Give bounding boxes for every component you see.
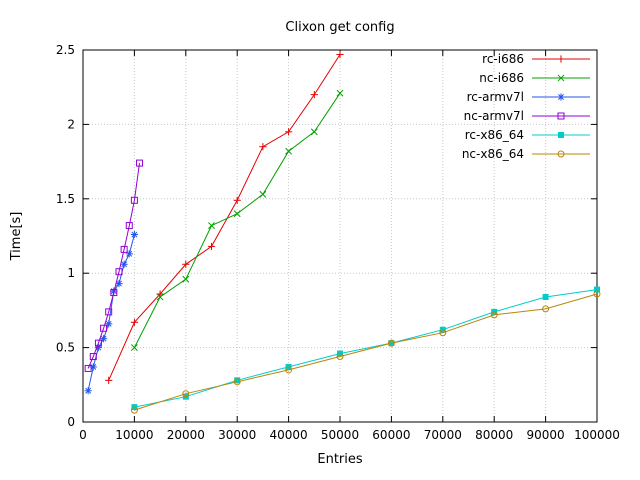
- legend-label: rc-armv7l: [467, 90, 524, 104]
- y-tick-label: 0.5: [56, 341, 75, 355]
- legend-label: nc-i686: [479, 71, 524, 85]
- x-tick-label: 60000: [372, 428, 410, 442]
- data-point-marker: [100, 324, 108, 332]
- legend-item-nc-x86_64: nc-x86_64: [462, 147, 590, 161]
- data-point-marker: [593, 290, 601, 298]
- series-rc-x86_64: [131, 286, 600, 411]
- x-tick-label: 100000: [574, 428, 620, 442]
- data-point-marker: [285, 147, 293, 155]
- series-line: [134, 289, 598, 408]
- data-point-marker: [130, 196, 138, 204]
- data-point-marker: [557, 150, 565, 158]
- data-point-marker: [557, 112, 565, 120]
- legend-label: nc-armv7l: [464, 109, 524, 123]
- series-nc-armv7l: [84, 159, 144, 372]
- data-point-marker: [336, 353, 344, 361]
- data-point-marker: [557, 93, 565, 101]
- y-tick-label: 1.5: [56, 192, 75, 206]
- data-point-marker: [233, 196, 241, 204]
- series-rc-i686: [105, 50, 344, 384]
- data-point-marker: [310, 128, 318, 136]
- y-tick-label: 2.5: [56, 43, 75, 57]
- legend-item-nc-i686: nc-i686: [479, 71, 590, 85]
- data-point-marker: [115, 280, 123, 288]
- data-point-marker: [285, 366, 293, 374]
- data-point-marker: [594, 286, 600, 293]
- series-line: [134, 293, 598, 411]
- grid-lines: [82, 49, 598, 423]
- data-point-marker: [105, 376, 113, 384]
- data-point-marker: [130, 406, 138, 414]
- data-point-marker: [336, 50, 344, 59]
- x-axis-label: Entries: [317, 452, 363, 467]
- data-point-marker: [120, 245, 128, 253]
- x-tick-label: 30000: [218, 428, 256, 442]
- data-point-marker: [336, 89, 344, 97]
- series-line: [108, 54, 341, 381]
- x-tick-label: 0: [79, 428, 87, 442]
- legend-label: rc-i686: [482, 52, 524, 66]
- data-point-marker: [490, 311, 498, 319]
- data-point-marker: [310, 91, 318, 99]
- data-point-marker: [89, 353, 97, 361]
- y-tick-label: 0: [67, 415, 75, 429]
- data-point-marker: [285, 128, 293, 136]
- data-point-marker: [84, 387, 92, 395]
- data-point-marker: [182, 275, 190, 283]
- data-point-marker: [94, 339, 102, 347]
- data-point-marker: [558, 132, 564, 138]
- data-point-marker: [233, 210, 241, 218]
- y-tick-label: 1: [67, 266, 75, 280]
- series-line: [87, 163, 140, 369]
- legend-item-rc-i686: rc-i686: [482, 52, 590, 66]
- data-point-marker: [136, 159, 144, 167]
- x-tick-label: 90000: [527, 428, 565, 442]
- data-point-marker: [182, 390, 190, 398]
- data-point-marker: [105, 308, 113, 316]
- data-point-marker: [259, 143, 267, 151]
- x-tick-label: 10000: [115, 428, 153, 442]
- data-point-marker: [115, 268, 123, 276]
- data-point-marker: [557, 55, 565, 63]
- data-point-marker: [120, 260, 128, 268]
- x-tick-label: 50000: [321, 428, 359, 442]
- tick-labels: 0 10000 20000 30000 40000 50000 60000 70000 8000…: [56, 43, 620, 442]
- data-point-marker: [439, 329, 447, 337]
- data-point-marker: [84, 364, 92, 372]
- data-point-marker: [259, 190, 267, 198]
- data-point-marker: [542, 294, 549, 301]
- series-nc-x86_64: [130, 290, 601, 414]
- data-point-marker: [182, 260, 190, 268]
- data-point-marker: [387, 339, 395, 347]
- data-point-marker: [110, 289, 118, 297]
- data-point-marker: [125, 222, 133, 230]
- data-point-marker: [234, 377, 241, 384]
- data-point-marker: [130, 318, 138, 326]
- legend-item-rc-x86_64: rc-x86_64: [465, 128, 590, 142]
- x-tick-label: 40000: [270, 428, 308, 442]
- legend-label: rc-x86_64: [465, 128, 524, 142]
- data-point-marker: [557, 74, 565, 82]
- data-point-marker: [130, 230, 138, 239]
- legend-item-rc-armv7l: rc-armv7l: [467, 90, 590, 104]
- data-point-marker: [94, 344, 103, 352]
- legend: rc-i686 nc-i686 rc-armv7l nc-armv7l rc-x86_6…: [462, 52, 590, 161]
- data-point-marker: [156, 293, 164, 301]
- data-point-marker: [207, 242, 216, 251]
- data-point-marker: [130, 344, 138, 352]
- data-point-marker: [208, 222, 215, 229]
- x-tick-label: 20000: [167, 428, 205, 442]
- x-tick-label: 70000: [424, 428, 462, 442]
- legend-item-nc-armv7l: nc-armv7l: [464, 109, 590, 123]
- y-tick-label: 2: [67, 117, 75, 131]
- axes: [82, 49, 598, 423]
- data-point-marker: [542, 305, 550, 313]
- x-tick-label: 80000: [475, 428, 513, 442]
- legend-label: nc-x86_64: [462, 147, 524, 161]
- chart-title: Clixon get config: [285, 20, 395, 35]
- series-nc-i686: [130, 89, 344, 352]
- data-point-marker: [233, 378, 241, 386]
